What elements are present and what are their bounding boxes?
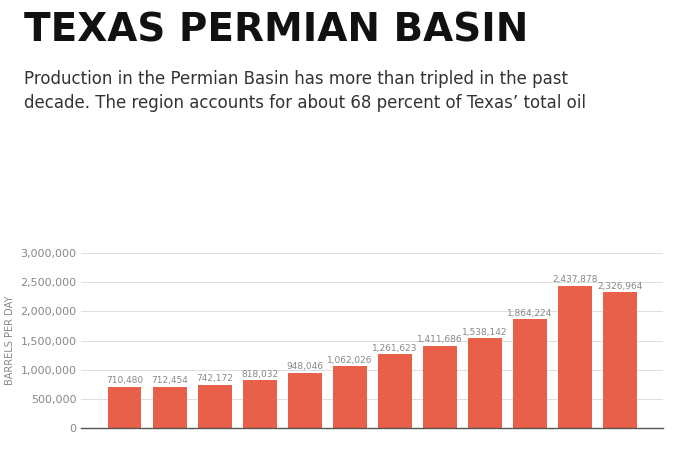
Text: 2,326,964: 2,326,964 [597, 281, 642, 290]
Text: 742,172: 742,172 [196, 374, 233, 383]
Text: 1,261,623: 1,261,623 [372, 344, 418, 353]
Text: 712,454: 712,454 [151, 376, 188, 385]
Text: Production in the Permian Basin has more than tripled in the past
decade. The re: Production in the Permian Basin has more… [24, 70, 586, 112]
Text: 818,032: 818,032 [241, 370, 278, 379]
Bar [513, 319, 547, 428]
Text: 2,437,878: 2,437,878 [552, 275, 598, 284]
Text: 1,864,224: 1,864,224 [507, 308, 552, 318]
Text: 1,538,142: 1,538,142 [462, 328, 508, 337]
Bar [378, 354, 412, 428]
Text: 1,062,026: 1,062,026 [327, 356, 372, 365]
Y-axis label: BARRELS PER DAY: BARRELS PER DAY [5, 296, 15, 385]
Bar [423, 345, 457, 428]
Bar [288, 373, 322, 428]
Bar [198, 385, 232, 428]
Bar [558, 285, 592, 428]
Bar [468, 338, 502, 428]
Text: 1,411,686: 1,411,686 [417, 335, 463, 344]
Text: TEXAS PERMIAN BASIN: TEXAS PERMIAN BASIN [24, 11, 528, 49]
Bar [333, 366, 367, 428]
Bar [243, 381, 277, 428]
Text: 710,480: 710,480 [106, 376, 143, 385]
Bar [153, 387, 187, 428]
Text: 948,046: 948,046 [286, 363, 324, 372]
Bar [108, 387, 141, 428]
Bar [603, 292, 637, 428]
